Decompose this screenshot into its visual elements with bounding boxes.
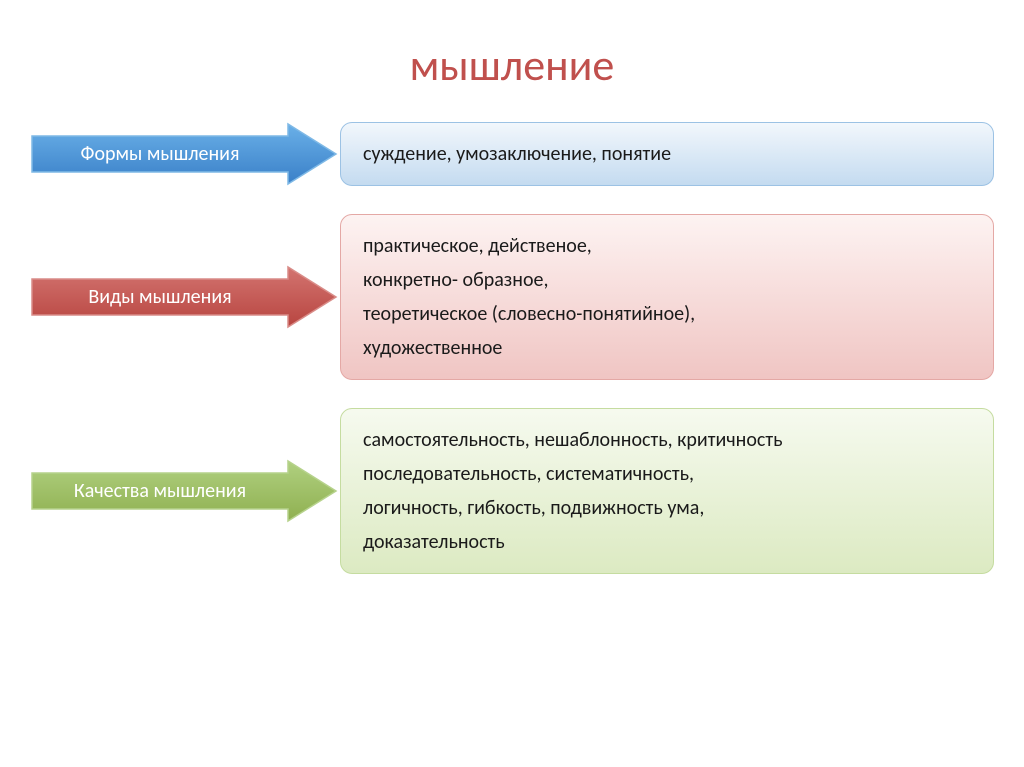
content-line: логичность, гибкость, подвижность ума, bbox=[363, 491, 971, 525]
content-line: художественное bbox=[363, 331, 971, 365]
arrow-forms: Формы мышления bbox=[30, 122, 340, 186]
arrow-label-qualities: Качества мышления bbox=[30, 479, 290, 503]
content-line: самостоятельность, нешаблонность, критич… bbox=[363, 423, 971, 457]
content-box-forms: суждение, умозаключение, понятие bbox=[340, 122, 994, 186]
arrow-types: Виды мышления bbox=[30, 265, 340, 329]
page-title: мышление bbox=[0, 0, 1024, 122]
content-box-qualities: самостоятельность, нешаблонность, критич… bbox=[340, 408, 994, 574]
content-line: конкретно- образное, bbox=[363, 263, 971, 297]
row-qualities: Качества мышления самостоятельность, неш… bbox=[0, 408, 1024, 574]
content-line: доказательность bbox=[363, 525, 971, 559]
arrow-label-forms: Формы мышления bbox=[30, 142, 290, 166]
content-line: последовательность, систематичность, bbox=[363, 457, 971, 491]
row-forms: Формы мышления суждение, умозаключение, … bbox=[0, 122, 1024, 186]
content-box-types: практическое, действеное, конкретно- обр… bbox=[340, 214, 994, 380]
arrow-qualities: Качества мышления bbox=[30, 459, 340, 523]
row-types: Виды мышления практическое, действеное, … bbox=[0, 214, 1024, 380]
arrow-label-types: Виды мышления bbox=[30, 285, 290, 309]
content-line: практическое, действеное, bbox=[363, 229, 971, 263]
content-line: теоретическое (словесно-понятийное), bbox=[363, 297, 971, 331]
content-text: суждение, умозаключение, понятие bbox=[363, 142, 671, 166]
